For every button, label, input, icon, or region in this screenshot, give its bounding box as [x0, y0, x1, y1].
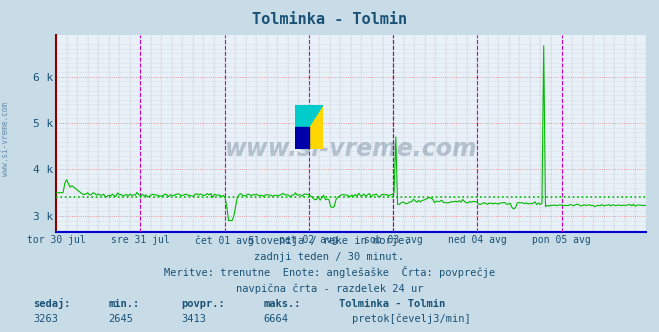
Text: povpr.:: povpr.:	[181, 299, 225, 309]
Text: min.:: min.:	[109, 299, 140, 309]
Text: 3263: 3263	[33, 314, 58, 324]
Text: maks.:: maks.:	[264, 299, 301, 309]
Polygon shape	[295, 106, 323, 149]
Text: zadnji teden / 30 minut.: zadnji teden / 30 minut.	[254, 252, 405, 262]
Text: Tolminka - Tolmin: Tolminka - Tolmin	[252, 12, 407, 27]
Text: 6664: 6664	[264, 314, 289, 324]
Polygon shape	[295, 106, 323, 149]
Text: pretok[čevelj3/min]: pretok[čevelj3/min]	[352, 313, 471, 324]
Text: www.si-vreme.com: www.si-vreme.com	[1, 103, 10, 176]
Text: Slovenija / reke in morje.: Slovenija / reke in morje.	[248, 236, 411, 246]
Text: 3413: 3413	[181, 314, 206, 324]
Text: www.si-vreme.com: www.si-vreme.com	[225, 137, 477, 161]
Text: 2645: 2645	[109, 314, 134, 324]
Bar	[295, 127, 309, 149]
Text: sedaj:: sedaj:	[33, 298, 71, 309]
Text: Meritve: trenutne  Enote: anglešaške  Črta: povprečje: Meritve: trenutne Enote: anglešaške Črta…	[164, 266, 495, 278]
Text: navpična črta - razdelek 24 ur: navpična črta - razdelek 24 ur	[236, 283, 423, 294]
Text: Tolminka - Tolmin: Tolminka - Tolmin	[339, 299, 445, 309]
